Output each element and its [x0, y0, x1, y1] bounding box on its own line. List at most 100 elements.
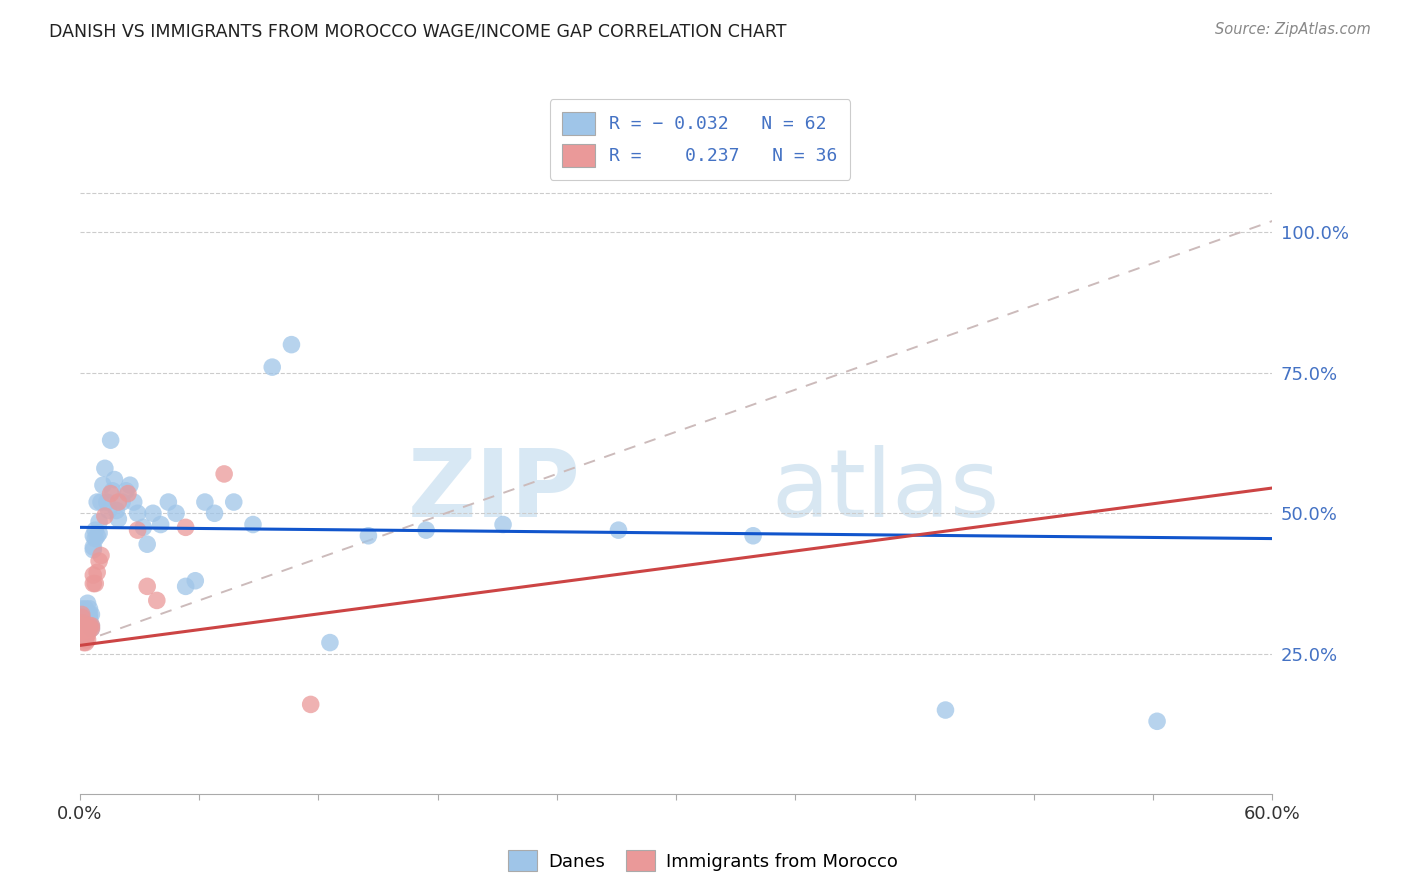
Point: [79, 622, 101, 636]
Point: [79, 618, 101, 632]
Point: [80, 618, 103, 632]
Legend: R = − 0.032   N = 62, R =    0.237   N = 36: R = − 0.032 N = 62, R = 0.237 N = 36: [550, 99, 851, 180]
Point: [82, 568, 104, 582]
Point: [107, 495, 129, 509]
Point: [84, 523, 107, 537]
Point: [73, 624, 96, 639]
Point: [136, 579, 159, 593]
Point: [127, 523, 149, 537]
Point: [84, 532, 107, 546]
Point: [87, 515, 110, 529]
Point: [70, 618, 93, 632]
Point: [94, 461, 117, 475]
Legend: Danes, Immigrants from Morocco: Danes, Immigrants from Morocco: [501, 843, 905, 879]
Point: [75, 602, 97, 616]
Point: [76, 632, 98, 647]
Point: [100, 434, 122, 448]
Point: [91, 478, 114, 492]
Point: [174, 579, 197, 593]
Point: [204, 506, 226, 520]
Point: [82, 540, 104, 554]
Point: [87, 554, 110, 568]
Point: [115, 483, 138, 498]
Point: [80, 618, 103, 632]
Point: [103, 473, 125, 487]
Point: [86, 566, 108, 580]
Point: [70, 607, 93, 622]
Point: [96, 495, 118, 509]
Point: [90, 549, 112, 563]
Point: [76, 607, 98, 622]
Point: [87, 525, 110, 540]
Point: [132, 520, 155, 534]
Point: [73, 622, 96, 636]
Point: [82, 542, 104, 557]
Point: [75, 630, 97, 644]
Point: [1146, 714, 1168, 729]
Point: [262, 360, 284, 375]
Point: [149, 517, 172, 532]
Point: [75, 635, 97, 649]
Point: [76, 627, 98, 641]
Point: [222, 495, 245, 509]
Point: [75, 607, 97, 622]
Point: [157, 495, 180, 509]
Point: [174, 520, 197, 534]
Point: [111, 495, 134, 509]
Text: Source: ZipAtlas.com: Source: ZipAtlas.com: [1215, 22, 1371, 37]
Point: [75, 610, 97, 624]
Text: DANISH VS IMMIGRANTS FROM MOROCCO WAGE/INCOME GAP CORRELATION CHART: DANISH VS IMMIGRANTS FROM MOROCCO WAGE/I…: [49, 22, 787, 40]
Point: [86, 495, 108, 509]
Point: [122, 495, 145, 509]
Point: [194, 495, 217, 509]
Point: [97, 503, 120, 517]
Point: [100, 486, 122, 500]
Point: [70, 615, 93, 630]
Point: [79, 613, 101, 627]
Point: [319, 635, 342, 649]
Point: [105, 503, 128, 517]
Point: [70, 622, 93, 636]
Point: [107, 512, 129, 526]
Point: [73, 635, 96, 649]
Point: [136, 537, 159, 551]
Point: [607, 523, 630, 537]
Point: [82, 529, 104, 543]
Point: [80, 607, 103, 622]
Point: [75, 627, 97, 641]
Point: [80, 622, 103, 636]
Point: [415, 523, 437, 537]
Point: [76, 610, 98, 624]
Point: [79, 607, 101, 622]
Point: [73, 627, 96, 641]
Point: [118, 478, 141, 492]
Point: [76, 596, 98, 610]
Point: [82, 576, 104, 591]
Point: [70, 602, 93, 616]
Point: [280, 337, 302, 351]
Point: [299, 698, 322, 712]
Point: [79, 602, 101, 616]
Point: [146, 593, 169, 607]
Point: [76, 624, 98, 639]
Point: [142, 506, 165, 520]
Point: [90, 495, 112, 509]
Text: atlas: atlas: [772, 445, 1000, 537]
Point: [165, 506, 187, 520]
Point: [357, 529, 380, 543]
Text: ZIP: ZIP: [408, 445, 581, 537]
Point: [742, 529, 765, 543]
Point: [86, 529, 108, 543]
Point: [242, 517, 264, 532]
Point: [492, 517, 515, 532]
Point: [101, 483, 124, 498]
Point: [70, 610, 93, 624]
Point: [117, 486, 139, 500]
Point: [94, 509, 117, 524]
Point: [184, 574, 207, 588]
Point: [80, 622, 103, 636]
Point: [84, 576, 107, 591]
Point: [79, 610, 101, 624]
Point: [73, 613, 96, 627]
Point: [127, 506, 149, 520]
